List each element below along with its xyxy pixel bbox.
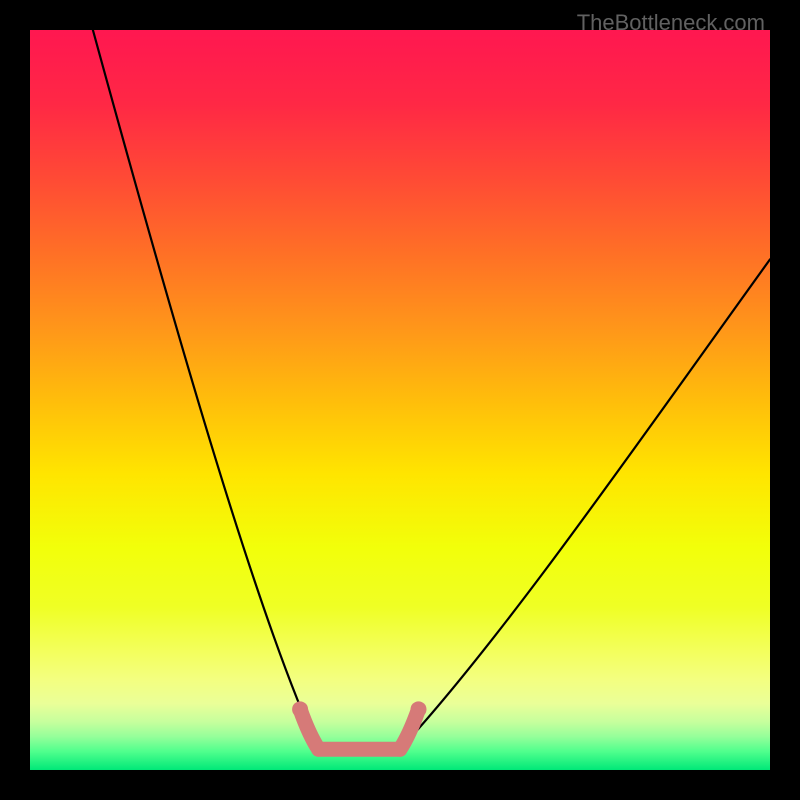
curve-left xyxy=(93,30,319,749)
trough-left-dot xyxy=(292,701,308,717)
trough-right-dot xyxy=(411,701,427,717)
curve-right xyxy=(400,259,770,749)
bottleneck-curves xyxy=(0,0,800,800)
